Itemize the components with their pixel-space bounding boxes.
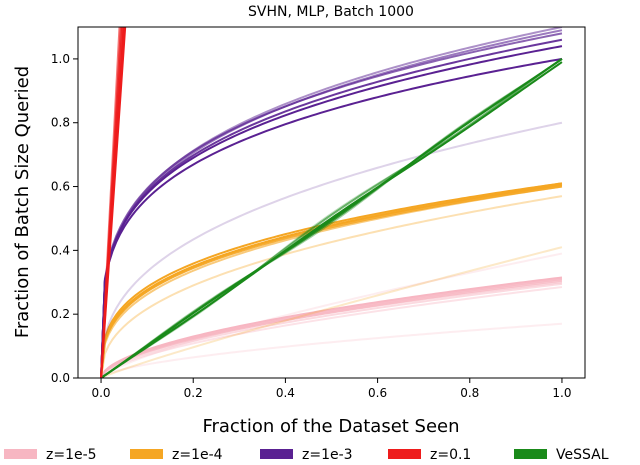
y-axis-label: Fraction of Batch Size Queried xyxy=(12,66,33,338)
series-line-z=0.1-run-4 xyxy=(100,27,122,378)
series-line-z=1e-3-run-3 xyxy=(100,38,563,378)
legend-swatch xyxy=(130,449,163,459)
legend-swatch xyxy=(514,449,547,459)
y-tick-label: 0.6 xyxy=(51,180,70,194)
legend-swatch xyxy=(388,449,421,459)
series-line-VeSSAL-run-5 xyxy=(100,58,563,378)
legend-item-z=1e-5: z=1e-5 xyxy=(4,447,97,463)
legend-item-VeSSAL: VeSSAL xyxy=(514,447,609,463)
series-line-z=1e-4-run-7 xyxy=(100,246,563,378)
series-line-VeSSAL-run-6 xyxy=(100,58,563,378)
y-tick-label: 1.0 xyxy=(51,52,70,66)
chart-title: SVHN, MLP, Batch 1000 xyxy=(248,4,414,20)
series-line-z=0.1-run-1 xyxy=(100,27,127,378)
x-tick-label: 0.0 xyxy=(91,386,110,400)
series-line-z=1e-5-run-4 xyxy=(100,281,563,378)
legend: z=1e-5 z=1e-4 z=1e-3 z=0.1 VeSSAL xyxy=(4,447,609,463)
series-line-z=1e-4-run-5 xyxy=(100,185,563,378)
y-tick-label: 0.0 xyxy=(51,371,70,385)
series-line-VeSSAL-run-4 xyxy=(100,58,563,378)
legend-item-z=1e-3: z=1e-3 xyxy=(260,447,353,463)
y-tick-label: 0.8 xyxy=(51,116,70,130)
x-tick-label: 0.2 xyxy=(184,386,203,400)
series-line-z=0.1-run-5 xyxy=(100,27,121,378)
series-line-z=1e-5-run-7 xyxy=(100,252,563,378)
series-line-z=1e-4-run-4 xyxy=(100,182,563,378)
series-line-z=1e-3-run-4 xyxy=(100,32,563,378)
x-tick-label: 0.6 xyxy=(368,386,387,400)
series-VeSSAL xyxy=(100,58,563,378)
series-line-z=1e-5-run-6 xyxy=(100,286,563,378)
series-line-z=1e-3-run-7 xyxy=(100,121,563,378)
series-line-z=1e-5-run-1 xyxy=(100,276,563,378)
plot-lines xyxy=(100,27,563,378)
x-tick-label: 0.4 xyxy=(276,386,295,400)
series-z=0.1 xyxy=(100,27,127,378)
legend-label: z=1e-3 xyxy=(302,447,353,463)
series-line-z=1e-4-run-6 xyxy=(100,195,563,378)
plot-frame xyxy=(77,26,586,379)
series-line-VeSSAL-run-3 xyxy=(100,58,563,378)
x-tick-label: 1.0 xyxy=(552,386,571,400)
legend-item-z=0.1: z=0.1 xyxy=(388,447,471,463)
x-axis-ticks: 0.0 0.2 0.4 0.6 0.8 1.0 xyxy=(91,378,572,400)
series-line-z=1e-5-run-5 xyxy=(100,282,563,378)
series-line-z=1e-5-run-8 xyxy=(100,322,563,378)
y-tick-label: 0.2 xyxy=(51,307,70,321)
series-line-z=1e-3-run-1 xyxy=(100,57,563,378)
x-axis-label: Fraction of the Dataset Seen xyxy=(202,416,459,437)
legend-item-z=1e-4: z=1e-4 xyxy=(130,447,223,463)
legend-swatch xyxy=(4,449,37,459)
series-line-z=0.1-run-2 xyxy=(100,27,125,378)
legend-label: z=1e-5 xyxy=(46,447,97,463)
legend-label: z=0.1 xyxy=(430,447,471,463)
series-line-z=1e-3-run-6 xyxy=(100,27,563,378)
series-z=1e-5 xyxy=(100,252,563,378)
series-z=1e-4 xyxy=(100,182,563,378)
x-tick-label: 0.8 xyxy=(460,386,479,400)
series-z=1e-3 xyxy=(100,27,563,378)
legend-label: VeSSAL xyxy=(556,447,609,463)
y-axis-ticks: 0.0 0.2 0.4 0.6 0.8 1.0 xyxy=(51,52,78,385)
legend-label: z=1e-4 xyxy=(172,447,223,463)
legend-swatch xyxy=(260,449,293,459)
series-line-z=0.1-run-3 xyxy=(100,27,124,378)
series-line-z=1e-3-run-2 xyxy=(100,45,563,378)
series-line-z=1e-3-run-5 xyxy=(100,29,563,378)
y-tick-label: 0.4 xyxy=(51,243,70,257)
